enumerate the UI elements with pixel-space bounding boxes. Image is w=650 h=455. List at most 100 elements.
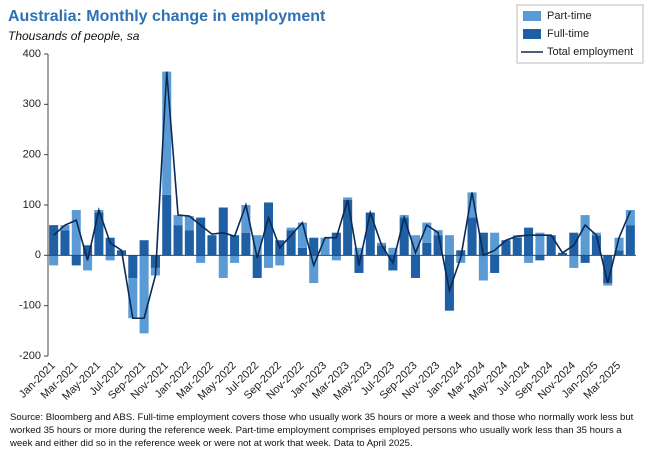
bar (71, 210, 81, 256)
bar (241, 205, 251, 233)
bar (83, 255, 93, 271)
bar (252, 255, 262, 278)
bar (535, 232, 545, 256)
bar (422, 242, 432, 256)
bar (399, 217, 409, 256)
bar (320, 237, 330, 256)
bar (501, 240, 511, 256)
bar (207, 235, 217, 256)
bar (297, 247, 307, 256)
bar (410, 235, 421, 256)
bar (162, 194, 172, 256)
bar (263, 255, 274, 268)
source-note: Source: Bloomberg and ABS. Full-time emp… (10, 412, 634, 449)
bar (343, 197, 353, 200)
bar (490, 255, 500, 273)
bar (444, 235, 454, 256)
y-tick-label: 0 (35, 249, 41, 261)
y-tick-label: 200 (23, 149, 41, 161)
bar (625, 210, 635, 226)
bar (524, 227, 534, 256)
bar (524, 255, 534, 263)
bar (196, 217, 206, 256)
bar (467, 217, 477, 256)
bar (184, 230, 194, 256)
bar (71, 255, 81, 266)
bar (546, 235, 556, 256)
bar (60, 225, 70, 231)
chart-subtitle: Thousands of people, sa (8, 29, 140, 43)
y-tick-label: -200 (19, 350, 41, 362)
bar (275, 255, 285, 266)
bar (365, 212, 375, 256)
bar (377, 245, 387, 256)
bar (128, 277, 138, 319)
bar (184, 216, 194, 231)
bar (512, 237, 522, 256)
bar (625, 225, 635, 256)
bar (331, 232, 341, 256)
legend-label: Part-time (547, 10, 592, 22)
chart-title: Australia: Monthly change in employment (8, 8, 326, 25)
legend-label: Total employment (547, 46, 633, 58)
y-tick-label: -100 (19, 300, 41, 312)
bar (230, 235, 240, 256)
bar (331, 255, 341, 261)
bar (410, 255, 421, 278)
legend-label: Full-time (547, 28, 589, 40)
bar (603, 283, 613, 286)
bar (83, 245, 93, 256)
bar (478, 255, 488, 281)
bar (286, 230, 296, 256)
bar (591, 235, 601, 256)
bar (252, 235, 262, 256)
legend-swatch (523, 29, 541, 39)
bar (173, 225, 183, 256)
bar (94, 212, 104, 256)
bar (173, 215, 183, 226)
bar (343, 199, 353, 256)
bar (309, 237, 319, 256)
y-tick-label: 400 (23, 48, 41, 60)
chart: Australia: Monthly change in employment … (8, 4, 644, 403)
bar (354, 247, 364, 256)
bar (196, 255, 206, 263)
bar (478, 232, 488, 256)
bar (603, 255, 613, 284)
bar (49, 255, 59, 266)
bar (535, 255, 545, 261)
bar (128, 255, 138, 278)
bar (444, 255, 454, 311)
bar (388, 247, 398, 256)
bar (263, 202, 274, 256)
y-tick-label: 300 (23, 98, 41, 110)
bar (422, 222, 432, 243)
bar (139, 255, 149, 334)
bar (490, 232, 500, 256)
bar (614, 250, 624, 256)
legend-swatch (523, 11, 541, 21)
bar (105, 237, 115, 256)
bar (162, 71, 172, 195)
bar (139, 240, 149, 256)
bar (569, 255, 579, 268)
bar (580, 215, 590, 256)
bar (60, 230, 70, 256)
bar (218, 207, 228, 256)
bar (557, 252, 568, 256)
line (53, 71, 632, 320)
bar (297, 222, 307, 248)
bar (614, 237, 624, 251)
bar (580, 255, 590, 263)
bar (433, 235, 443, 256)
bar (218, 255, 228, 278)
bar (286, 227, 296, 231)
bar (230, 255, 240, 263)
y-tick-label: 100 (23, 199, 41, 211)
bar (467, 192, 477, 218)
bar (456, 250, 466, 256)
bar (105, 255, 115, 261)
bar (309, 255, 319, 284)
bar (591, 232, 601, 236)
